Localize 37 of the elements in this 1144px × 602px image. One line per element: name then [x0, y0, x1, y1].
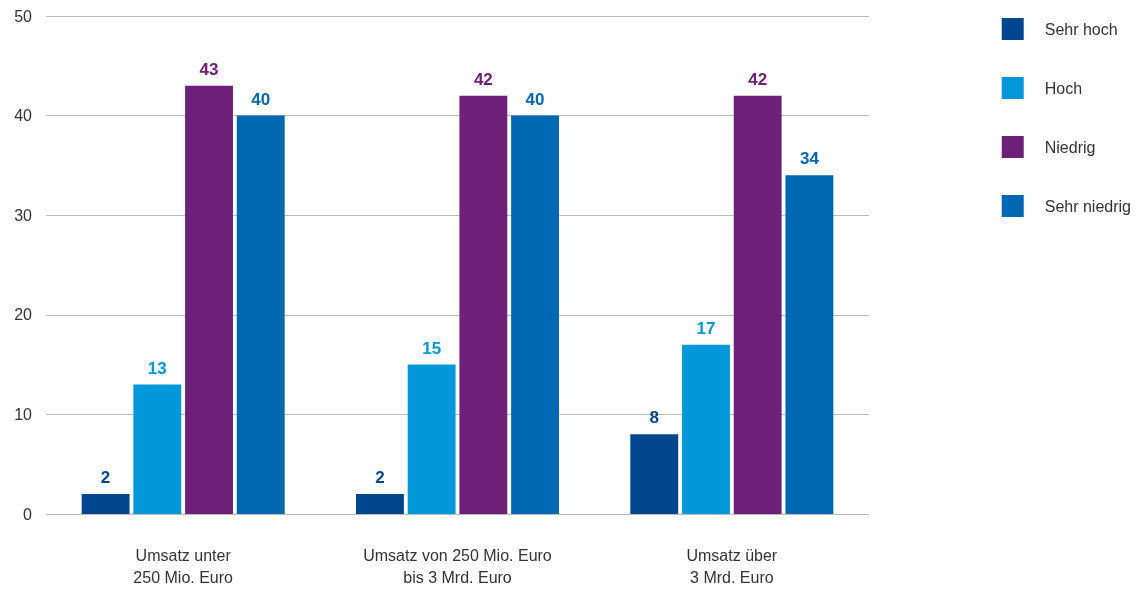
data-label: 13 — [147, 358, 167, 378]
data-label: 34 — [799, 149, 820, 169]
bar — [733, 95, 782, 514]
data-label: 15 — [422, 338, 442, 358]
legend-label: Hoch — [1044, 79, 1083, 97]
data-label: 40 — [525, 89, 545, 109]
legend-label: Niedrig — [1044, 138, 1096, 156]
x-tick-label: Umsatz über 3 Mrd. Euro — [686, 546, 778, 586]
bar — [185, 85, 233, 514]
bar — [785, 175, 834, 514]
bar — [407, 364, 456, 514]
legend-label: Sehr niedrig — [1044, 197, 1132, 215]
legend-label: Sehr hoch — [1044, 20, 1118, 38]
y-tick-label: 20 — [14, 306, 33, 324]
data-label: 43 — [199, 59, 219, 79]
bar — [630, 434, 679, 514]
bar — [81, 494, 130, 514]
bar — [133, 384, 182, 514]
data-label: 2 — [100, 468, 111, 488]
bar — [356, 494, 404, 514]
y-tick-label: 10 — [14, 405, 33, 423]
bar — [511, 115, 559, 514]
y-tick-label: 50 — [14, 7, 33, 25]
y-tick-label: 30 — [14, 206, 33, 224]
bar — [682, 344, 730, 514]
y-tick-label: 0 — [23, 505, 33, 523]
data-label: 17 — [696, 318, 716, 338]
data-label: 40 — [251, 89, 271, 109]
data-label: 8 — [649, 408, 659, 428]
x-tick-label: Umsatz unter 250 Mio. Euro — [133, 546, 234, 586]
data-label: 2 — [375, 468, 385, 488]
x-tick-label: Umsatz von 250 Mio. Euro bis 3 Mrd. Euro — [363, 546, 552, 586]
data-label: 42 — [748, 69, 768, 89]
bar — [236, 115, 285, 514]
y-tick-label: 40 — [14, 107, 33, 125]
bar — [459, 95, 508, 514]
data-label: 42 — [473, 69, 493, 89]
